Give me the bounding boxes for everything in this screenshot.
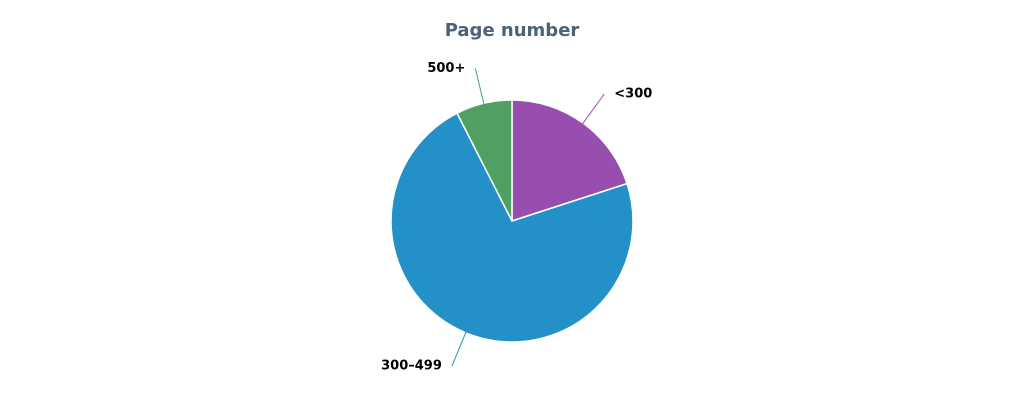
label-connector [474,68,485,106]
label-connector [581,93,605,126]
slice-label: <300 [614,86,652,101]
slice-label: 300–499 [381,359,442,374]
chart-title: Page number [445,20,580,41]
label-connector [451,330,467,367]
slice-label: 500+ [427,61,465,76]
